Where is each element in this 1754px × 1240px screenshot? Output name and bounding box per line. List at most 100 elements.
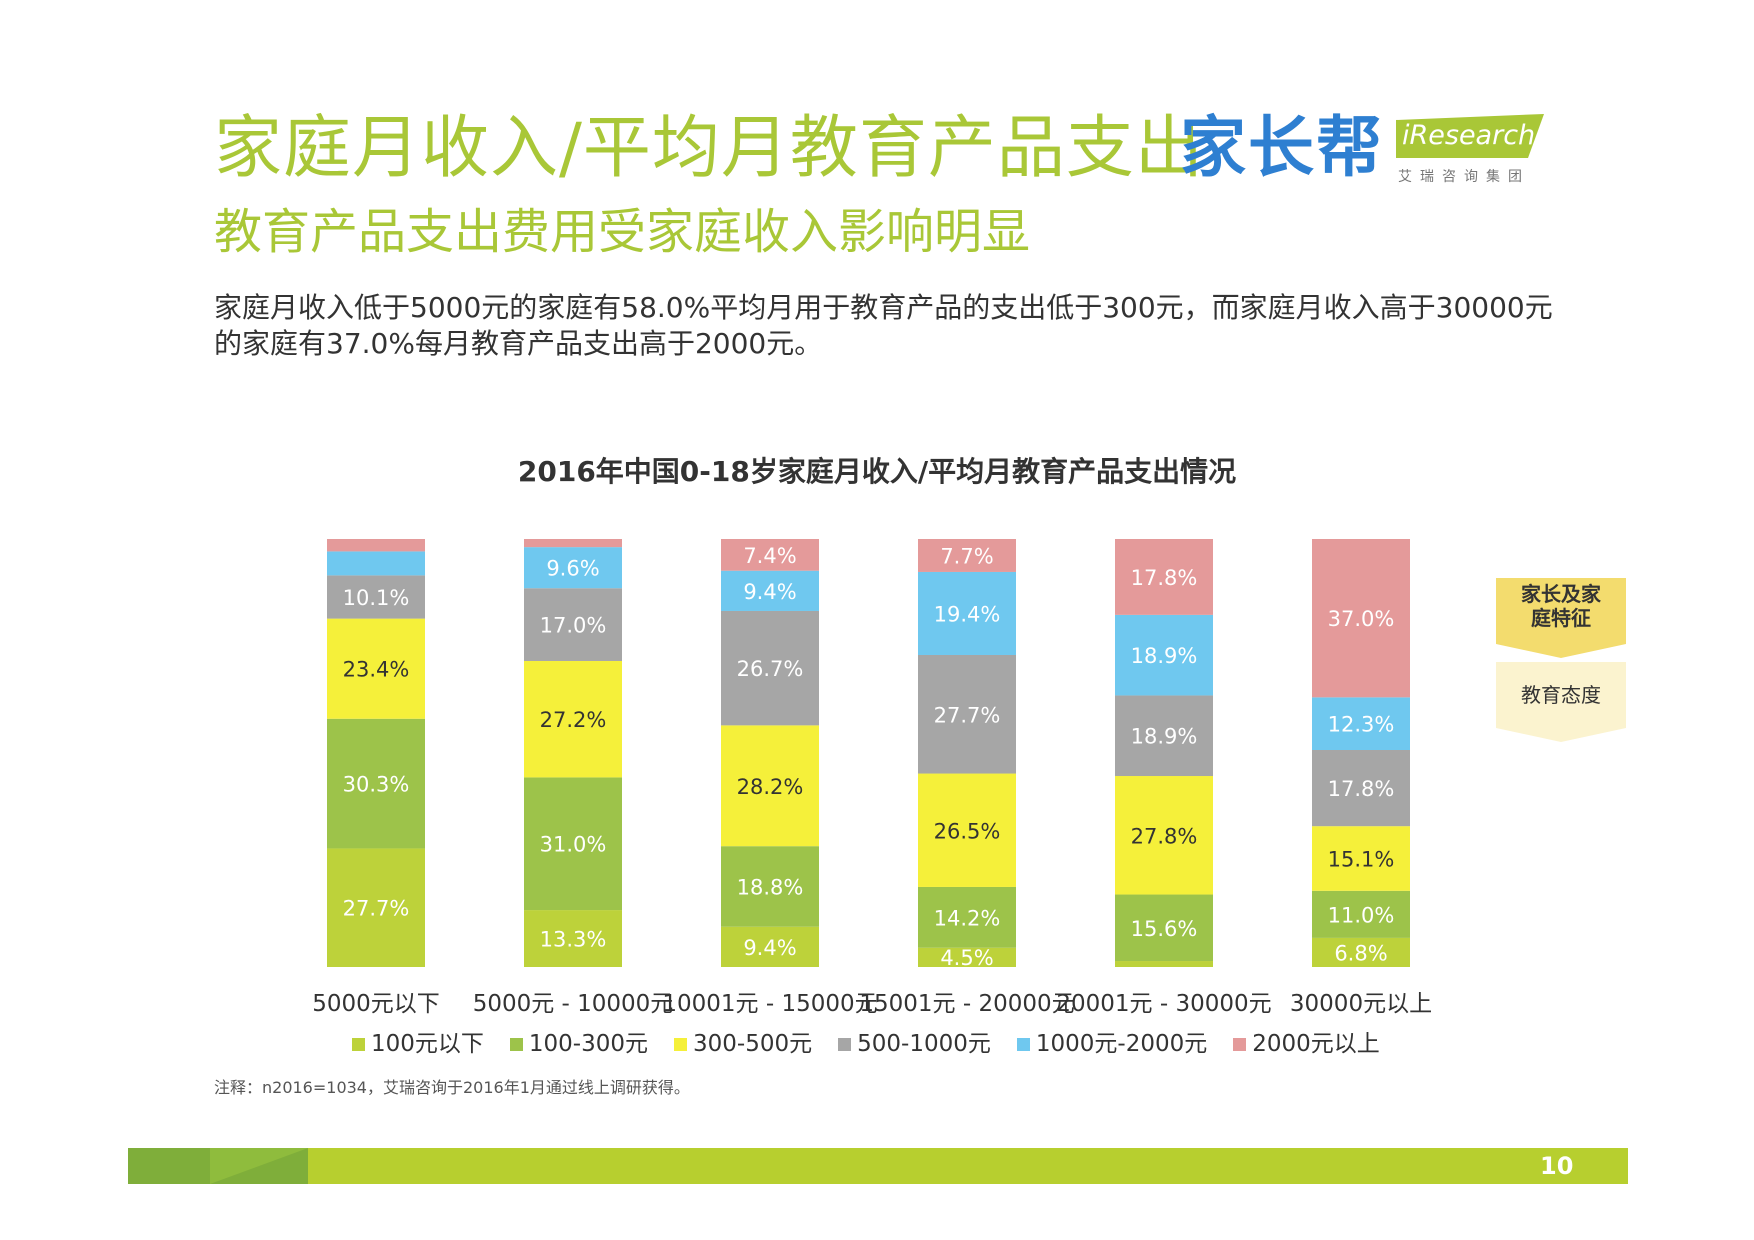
- data-label: 9.4%: [743, 580, 796, 604]
- category-label: 20001元 - 30000元: [1056, 991, 1271, 1017]
- legend-swatch: [1233, 1038, 1247, 1051]
- bar-segment: [327, 551, 425, 576]
- data-label: 18.8%: [737, 875, 804, 899]
- data-label: 18.9%: [1131, 644, 1198, 668]
- data-label: 15.1%: [1328, 848, 1395, 872]
- iresearch-logo: [1396, 114, 1544, 158]
- bar-segment: [721, 610, 819, 726]
- bar-segment: [721, 539, 819, 571]
- data-label: 11.0%: [1328, 903, 1395, 927]
- legend-item: 500-1000元: [838, 1024, 991, 1058]
- page-title: 家庭月收入/平均月教育产品支出: [214, 109, 1204, 188]
- page-number: 10: [1540, 1152, 1574, 1180]
- data-label: 15.6%: [1131, 917, 1198, 941]
- data-label: 10.1%: [343, 586, 410, 610]
- legend-item: 100元以下: [352, 1024, 484, 1058]
- data-label: 9.4%: [743, 936, 796, 960]
- bar-segment: [721, 926, 819, 967]
- bar-segment: [1312, 890, 1410, 938]
- legend-swatch: [352, 1038, 365, 1051]
- legend-label: 300-500元: [693, 1031, 813, 1057]
- tab-family-features[interactable]: 家长及家庭特征: [1496, 578, 1626, 644]
- legend-swatch: [838, 1038, 852, 1051]
- bar-segment: [1115, 695, 1213, 777]
- bar-segment: [524, 910, 622, 967]
- bar-segment: [524, 660, 622, 778]
- category-label: 10001元 - 15000元: [662, 991, 877, 1017]
- data-label: 12.3%: [1328, 713, 1395, 737]
- data-label: 17.0%: [540, 614, 607, 638]
- data-label: 4.5%: [940, 946, 993, 970]
- data-label: 28.2%: [737, 775, 804, 799]
- tab-family-features-arrow: [1496, 644, 1626, 658]
- tab-family-features-label: 家长及家庭特征: [1521, 582, 1601, 630]
- data-label: 17.8%: [1131, 566, 1198, 590]
- data-label: 27.7%: [343, 897, 410, 921]
- bar-segment: [1115, 894, 1213, 962]
- bar-segment: [721, 570, 819, 611]
- data-label: 30.3%: [343, 773, 410, 797]
- chart-legend: 100元以下 100-300元 300-500元 500-1000元 1000元-200…: [352, 1024, 1406, 1058]
- category-label: 30000元以上: [1290, 991, 1432, 1017]
- bar-segment: [327, 618, 425, 719]
- data-label: 27.2%: [540, 708, 607, 732]
- page-subtitle: 教育产品支出费用受家庭收入影响明显: [214, 204, 1031, 260]
- iresearch-logo-text: iResearch: [1402, 120, 1536, 151]
- bar-segment: [327, 848, 425, 967]
- footer-accent-stripe: [210, 1148, 308, 1184]
- data-label: 27.8%: [1131, 824, 1198, 848]
- category-label: 5000元以下: [312, 991, 440, 1017]
- bar-segment: [327, 575, 425, 619]
- legend-label: 500-1000元: [857, 1031, 991, 1057]
- legend-label: 2000元以上: [1252, 1031, 1380, 1057]
- legend-swatch: [1016, 1038, 1030, 1051]
- data-label: 37.0%: [1328, 607, 1395, 631]
- bar-segment: [721, 846, 819, 927]
- bar-segment: [1115, 961, 1213, 967]
- data-label: 23.4%: [343, 658, 410, 682]
- footnote: 注释：n2016=1034，艾瑞咨询于2016年1月通过线上调研获得。: [214, 1078, 690, 1097]
- bar-segment: [1115, 539, 1213, 615]
- bar-segment: [918, 947, 1016, 967]
- data-label: 26.5%: [934, 819, 1001, 843]
- data-label: 13.3%: [540, 928, 607, 952]
- legend-label: 100-300元: [528, 1031, 649, 1057]
- legend-item: 100-300元: [509, 1024, 649, 1058]
- tab-education-attitude-arrow: [1496, 728, 1626, 742]
- bar-segment: [918, 539, 1016, 572]
- footer-bar: [128, 1148, 1628, 1184]
- bar-segment: [918, 886, 1016, 948]
- data-label: 31.0%: [540, 833, 607, 857]
- bar-segment: [918, 773, 1016, 887]
- chart-title: 2016年中国0-18岁家庭月收入/平均月教育产品支出情况: [517, 455, 1237, 488]
- bar-segment: [1312, 937, 1410, 967]
- data-label: 17.8%: [1328, 777, 1395, 801]
- bar-segment: [524, 588, 622, 661]
- bar-segment: [1312, 697, 1410, 751]
- data-label: 26.7%: [737, 657, 804, 681]
- legend-label: 100元以下: [371, 1031, 484, 1057]
- bar-segment: [918, 654, 1016, 774]
- category-label: 15001元 - 20000元: [859, 991, 1074, 1017]
- data-label: 9.6%: [546, 557, 599, 581]
- tab-education-attitude[interactable]: 教育态度: [1496, 662, 1626, 728]
- bar-segment: [918, 571, 1016, 655]
- legend-item: 2000元以上: [1233, 1024, 1380, 1058]
- bar-segment: [1312, 826, 1410, 891]
- data-label: 18.9%: [1131, 725, 1198, 749]
- bar-segment: [327, 718, 425, 849]
- legend-item: 300-500元: [674, 1024, 812, 1058]
- bar-segment: [1312, 750, 1410, 827]
- bar-segment: [524, 547, 622, 589]
- data-label: 14.2%: [934, 906, 1001, 930]
- data-label: 19.4%: [934, 602, 1001, 626]
- data-label: 7.4%: [743, 544, 796, 568]
- legend-swatch: [674, 1038, 688, 1051]
- data-label: 7.7%: [940, 544, 993, 568]
- category-label: 5000元 - 10000元: [473, 991, 674, 1017]
- bar-segment: [1312, 539, 1410, 698]
- data-label: 27.7%: [934, 703, 1001, 727]
- tab-education-attitude-label: 教育态度: [1521, 683, 1601, 707]
- legend-item: 1000元-2000元: [1016, 1024, 1207, 1058]
